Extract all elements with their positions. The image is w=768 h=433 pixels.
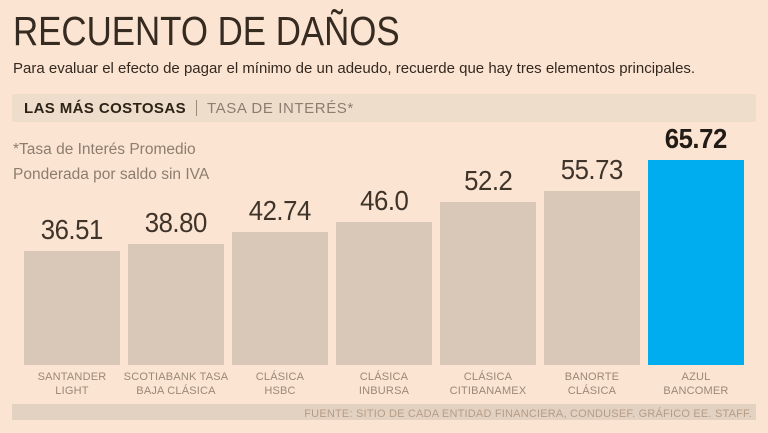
page-title: RECUENTO DE DAÑOS bbox=[13, 8, 400, 54]
chart-footnote: *Tasa de Interés Promedio Ponderada por … bbox=[13, 137, 209, 187]
chart-footnote-line1: *Tasa de Interés Promedio bbox=[13, 141, 196, 158]
bar-value-label: 46.0 bbox=[359, 185, 409, 216]
bar-rect bbox=[24, 251, 120, 365]
bar-column: 36.51 SANTANDER LIGHT bbox=[24, 214, 120, 397]
page-subtitle: Para evaluar el efecto de pagar el mínim… bbox=[13, 60, 696, 77]
bar-value-label: 36.51 bbox=[40, 214, 104, 245]
bar-value-label: 38.80 bbox=[144, 207, 208, 238]
source-bar: FUENTE: SITIO DE CADA ENTIDAD FINANCIERA… bbox=[12, 404, 756, 420]
bar-value-label: 42.74 bbox=[248, 195, 312, 226]
bar-value-label: 65.72 bbox=[664, 123, 728, 154]
bar-rect bbox=[336, 222, 432, 365]
bar-column: 42.74 CLÁSICA HSBC bbox=[232, 195, 328, 397]
bar-column: 65.72 AZUL BANCOMER bbox=[648, 123, 744, 397]
bar-rect bbox=[232, 232, 328, 365]
section-header-divider bbox=[195, 100, 197, 116]
bar-category-label: CLÁSICA INBURSA bbox=[358, 371, 410, 397]
bar-chart: 36.51 SANTANDER LIGHT 38.80 SCOTIABANK TASA B… bbox=[24, 123, 744, 397]
bar-rect bbox=[440, 202, 536, 365]
bar-category-label: BANORTE CLÁSICA bbox=[564, 371, 620, 397]
bar-rect bbox=[648, 160, 744, 365]
bar-column: 52.2 CLÁSICA CITIBANAMEX bbox=[440, 165, 536, 397]
bar-category-label: AZUL BANCOMER bbox=[663, 371, 729, 397]
bar-column: 55.73 BANORTE CLÁSICA bbox=[544, 154, 640, 397]
bar-category-label: CLÁSICA CITIBANAMEX bbox=[449, 371, 527, 397]
bar-category-label: SCOTIABANK TASA BAJA CLÁSICA bbox=[123, 371, 229, 397]
bar-category-label: CLÁSICA HSBC bbox=[255, 371, 305, 397]
bar-column: 46.0 CLÁSICA INBURSA bbox=[336, 185, 432, 397]
section-header-primary: LAS MÁS COSTOSAS bbox=[24, 99, 186, 117]
bar-rect bbox=[128, 244, 224, 365]
source-text: FUENTE: SITIO DE CADA ENTIDAD FINANCIERA… bbox=[304, 408, 752, 420]
bar-value-label: 55.73 bbox=[560, 154, 624, 185]
bar-rect bbox=[544, 191, 640, 365]
bar-value-label: 52.2 bbox=[463, 165, 513, 196]
section-header-secondary: TASA DE INTERÉS* bbox=[206, 99, 354, 117]
section-header-bar: LAS MÁS COSTOSAS TASA DE INTERÉS* bbox=[12, 94, 756, 122]
bar-column: 38.80 SCOTIABANK TASA BAJA CLÁSICA bbox=[124, 207, 228, 397]
bar-category-label: SANTANDER LIGHT bbox=[37, 371, 107, 397]
chart-footnote-line2: Ponderada por saldo sin IVA bbox=[13, 166, 210, 183]
